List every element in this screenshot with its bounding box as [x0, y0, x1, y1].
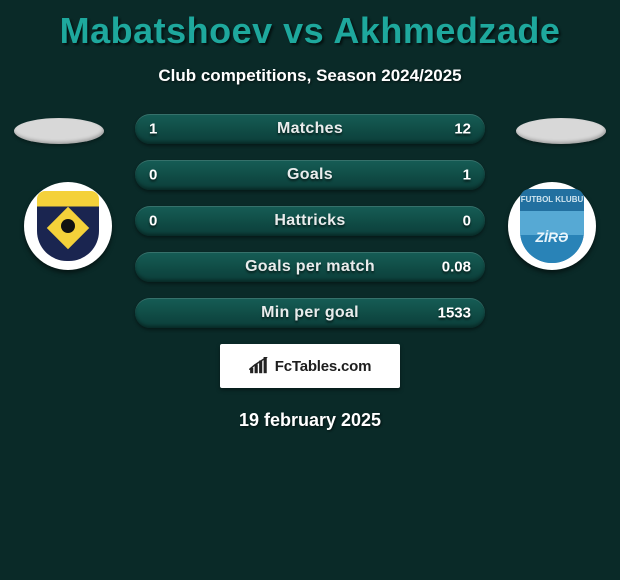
stat-label: Matches — [277, 120, 343, 138]
stat-row-hattricks: 0 Hattricks 0 — [135, 206, 485, 236]
club-badge-right-top-text: FUTBOL KLUBU — [520, 189, 584, 211]
stat-value-right: 0.08 — [442, 259, 471, 276]
page-title: Mabatshoev vs Akhmedzade — [0, 0, 620, 52]
stat-label: Min per goal — [261, 304, 359, 322]
footer-date: 19 february 2025 — [0, 410, 620, 431]
club-badge-right: FUTBOL KLUBU ZİRƏ — [508, 182, 596, 270]
stat-value-right: 12 — [454, 121, 471, 138]
stat-row-goals-per-match: Goals per match 0.08 — [135, 252, 485, 282]
bar-chart-icon — [249, 357, 271, 375]
club-badge-left-shield — [37, 191, 99, 261]
brand-box[interactable]: FcTables.com — [220, 344, 400, 388]
stats-table: 1 Matches 12 0 Goals 1 0 Hattricks 0 Goa… — [135, 114, 485, 328]
stat-row-matches: 1 Matches 12 — [135, 114, 485, 144]
stat-value-left: 0 — [149, 213, 157, 230]
stat-value-right: 0 — [463, 213, 471, 230]
stat-row-goals: 0 Goals 1 — [135, 160, 485, 190]
stat-label: Goals — [287, 166, 333, 184]
stat-value-left: 1 — [149, 121, 157, 138]
club-badge-right-shield: FUTBOL KLUBU ZİRƏ — [520, 189, 584, 263]
brand-text: FcTables.com — [275, 358, 372, 375]
content-area: FUTBOL KLUBU ZİRƏ 1 Matches 12 0 Goals 1… — [0, 114, 620, 431]
stat-row-min-per-goal: Min per goal 1533 — [135, 298, 485, 328]
stat-value-right: 1 — [463, 167, 471, 184]
player-oval-left — [14, 118, 104, 144]
stat-value-left: 0 — [149, 167, 157, 184]
stat-label: Hattricks — [274, 212, 345, 230]
club-badge-right-name: ZİRƏ — [520, 211, 584, 263]
player-oval-right — [516, 118, 606, 144]
club-badge-left — [24, 182, 112, 270]
subtitle: Club competitions, Season 2024/2025 — [0, 66, 620, 86]
stat-value-right: 1533 — [438, 305, 471, 322]
stat-label: Goals per match — [245, 258, 375, 276]
